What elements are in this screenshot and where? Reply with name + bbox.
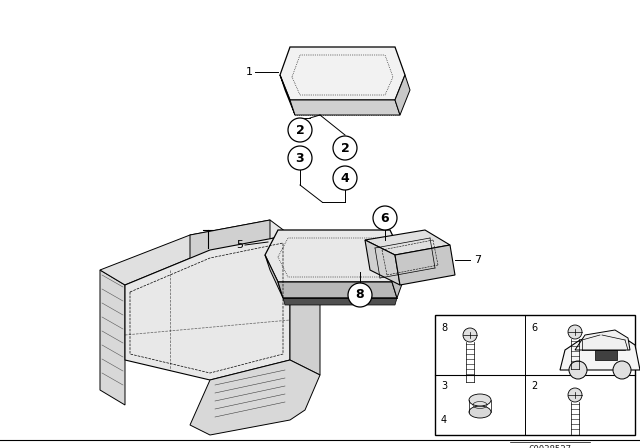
Text: C0038527: C0038527 bbox=[529, 445, 572, 448]
Polygon shape bbox=[125, 235, 290, 380]
Polygon shape bbox=[278, 282, 397, 298]
Circle shape bbox=[333, 136, 357, 160]
Text: 5: 5 bbox=[236, 240, 243, 250]
Circle shape bbox=[373, 206, 397, 230]
Bar bbox=[435, 315, 635, 435]
Bar bbox=[595, 350, 617, 360]
Text: 2: 2 bbox=[531, 381, 537, 391]
Circle shape bbox=[288, 146, 312, 170]
Text: 4: 4 bbox=[441, 415, 447, 425]
Circle shape bbox=[568, 325, 582, 339]
Ellipse shape bbox=[469, 394, 491, 406]
Circle shape bbox=[333, 166, 357, 190]
Text: 1: 1 bbox=[246, 67, 253, 77]
Circle shape bbox=[348, 283, 372, 307]
Polygon shape bbox=[392, 255, 407, 298]
Ellipse shape bbox=[469, 406, 491, 418]
Text: 8: 8 bbox=[441, 323, 447, 333]
Circle shape bbox=[463, 328, 477, 342]
Circle shape bbox=[288, 118, 312, 142]
Polygon shape bbox=[365, 240, 400, 285]
Text: 6: 6 bbox=[531, 323, 537, 333]
Text: 2: 2 bbox=[296, 124, 305, 137]
Circle shape bbox=[569, 361, 587, 379]
Polygon shape bbox=[280, 47, 405, 100]
Polygon shape bbox=[575, 330, 630, 350]
Polygon shape bbox=[395, 75, 410, 115]
Text: 3: 3 bbox=[441, 381, 447, 391]
Text: 8: 8 bbox=[356, 289, 364, 302]
Text: 6: 6 bbox=[381, 211, 389, 224]
Text: 4: 4 bbox=[340, 172, 349, 185]
Polygon shape bbox=[100, 270, 125, 405]
Polygon shape bbox=[283, 298, 397, 305]
Text: 7: 7 bbox=[474, 255, 481, 265]
Polygon shape bbox=[560, 335, 640, 370]
Polygon shape bbox=[290, 235, 320, 375]
Text: 2: 2 bbox=[340, 142, 349, 155]
Polygon shape bbox=[280, 75, 295, 115]
Polygon shape bbox=[190, 220, 290, 250]
Polygon shape bbox=[265, 230, 402, 282]
Polygon shape bbox=[190, 220, 270, 285]
Polygon shape bbox=[290, 100, 400, 115]
Polygon shape bbox=[395, 245, 455, 285]
Text: 3: 3 bbox=[296, 151, 304, 164]
Polygon shape bbox=[365, 230, 450, 255]
Polygon shape bbox=[190, 360, 320, 435]
Circle shape bbox=[613, 361, 631, 379]
Polygon shape bbox=[100, 235, 210, 285]
Polygon shape bbox=[265, 255, 283, 298]
Circle shape bbox=[568, 388, 582, 402]
